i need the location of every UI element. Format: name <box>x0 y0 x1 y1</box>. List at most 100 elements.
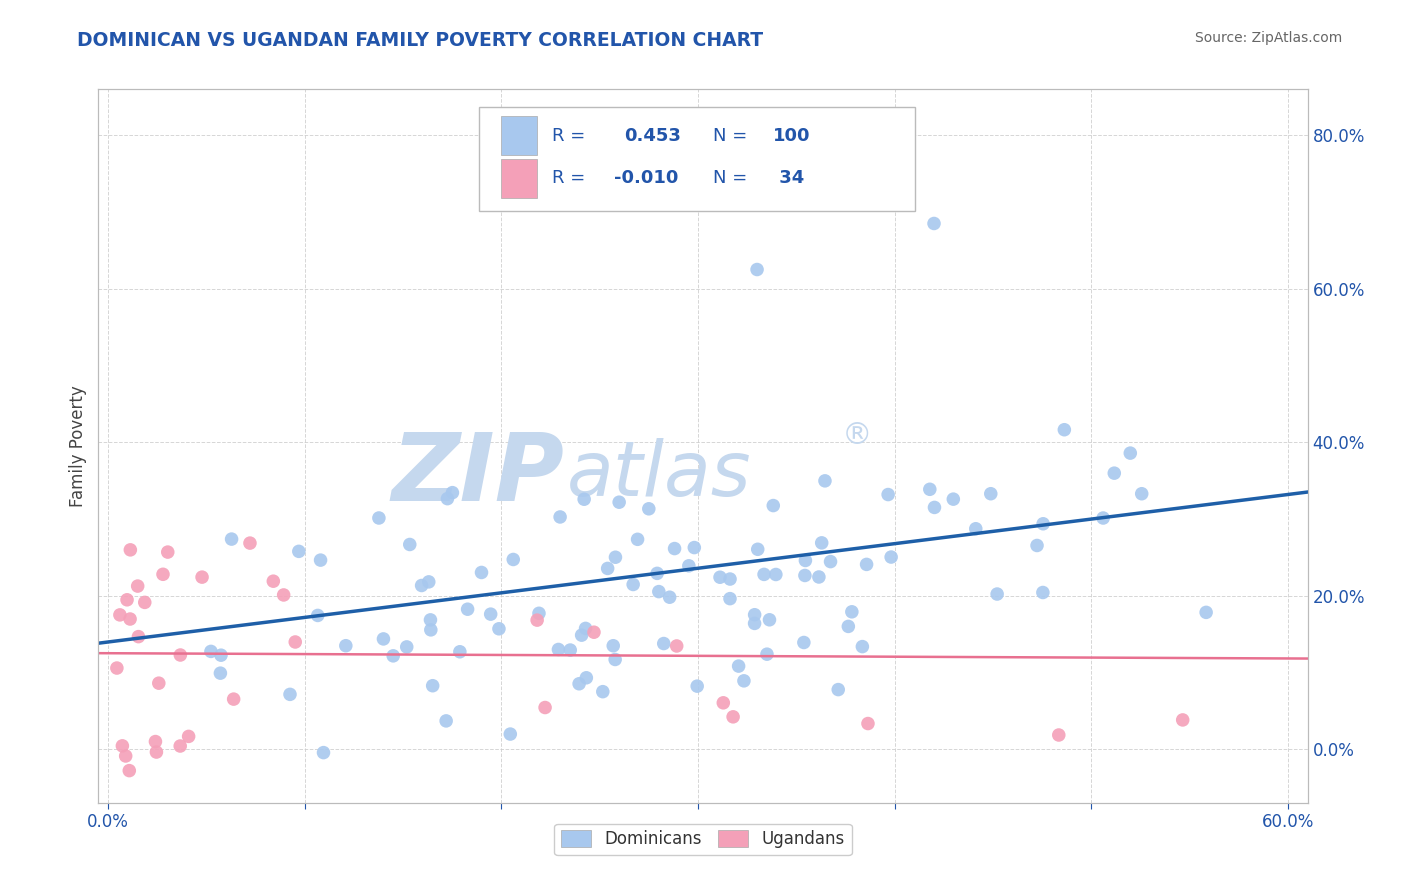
Point <box>418 574 440 589</box>
Point <box>177 730 200 744</box>
Point <box>665 639 688 653</box>
Point <box>686 679 709 693</box>
Point <box>127 579 149 593</box>
Point <box>841 605 863 619</box>
Point <box>652 636 675 650</box>
Point <box>105 661 128 675</box>
Point <box>367 511 389 525</box>
Text: R =: R = <box>551 169 591 187</box>
Text: 0.453: 0.453 <box>624 127 682 145</box>
Point <box>222 692 245 706</box>
Text: DOMINICAN VS UGANDAN FAMILY POVERTY CORRELATION CHART: DOMINICAN VS UGANDAN FAMILY POVERTY CORR… <box>77 31 763 50</box>
Point <box>664 541 686 556</box>
Point <box>534 700 557 714</box>
Point <box>118 764 141 778</box>
Point <box>120 612 142 626</box>
Point <box>827 682 849 697</box>
Point <box>733 673 755 688</box>
Point <box>605 550 627 565</box>
Point <box>307 608 329 623</box>
Point <box>152 567 174 582</box>
Point <box>856 716 879 731</box>
Point <box>419 623 441 637</box>
Point <box>924 500 946 515</box>
Point <box>449 645 471 659</box>
Point <box>1119 446 1142 460</box>
Point <box>120 542 142 557</box>
Point <box>134 595 156 609</box>
Point <box>814 474 837 488</box>
Text: R =: R = <box>551 127 591 145</box>
Point <box>721 710 744 724</box>
Point <box>918 483 941 497</box>
Point <box>1053 423 1076 437</box>
Point <box>284 635 307 649</box>
Point <box>1130 487 1153 501</box>
Point <box>942 492 965 507</box>
Point <box>373 632 395 646</box>
Point <box>312 746 335 760</box>
Point <box>709 570 731 584</box>
Point <box>645 566 668 581</box>
Text: ®: ® <box>842 421 873 450</box>
Point <box>436 491 458 506</box>
Point <box>855 558 877 572</box>
Point <box>1171 713 1194 727</box>
Point <box>145 745 167 759</box>
Point <box>457 602 479 616</box>
Point <box>273 588 295 602</box>
Point <box>658 591 681 605</box>
Point <box>560 643 582 657</box>
Point <box>526 613 548 627</box>
Point <box>239 536 262 550</box>
Point <box>574 621 596 635</box>
Point <box>382 648 405 663</box>
Point <box>499 727 522 741</box>
Point <box>986 587 1008 601</box>
Point <box>877 487 900 501</box>
Point <box>108 607 131 622</box>
Text: 34: 34 <box>773 169 804 187</box>
Point <box>678 558 700 573</box>
Point <box>419 613 441 627</box>
Point <box>794 553 817 567</box>
Point <box>765 567 787 582</box>
Point <box>621 577 644 591</box>
Point <box>488 622 510 636</box>
Point <box>111 739 134 753</box>
Point <box>411 578 433 592</box>
Point <box>479 607 502 622</box>
Point <box>575 671 598 685</box>
Point <box>965 522 987 536</box>
Text: -0.010: -0.010 <box>613 169 678 187</box>
Point <box>762 499 785 513</box>
Point <box>793 635 815 649</box>
Point <box>547 642 569 657</box>
Point <box>602 639 624 653</box>
Text: N =: N = <box>713 169 752 187</box>
Point <box>752 567 775 582</box>
Point <box>441 485 464 500</box>
Point <box>582 625 605 640</box>
Point <box>114 749 136 764</box>
Point <box>209 666 232 681</box>
Y-axis label: Family Poverty: Family Poverty <box>69 385 87 507</box>
Point <box>156 545 179 559</box>
Point <box>191 570 214 584</box>
Point <box>1032 585 1054 599</box>
Point <box>596 561 619 575</box>
Point <box>115 592 138 607</box>
Point <box>727 659 749 673</box>
Point <box>747 542 769 557</box>
Point <box>434 714 457 728</box>
FancyBboxPatch shape <box>479 107 915 211</box>
Point <box>200 644 222 658</box>
Point <box>1026 539 1049 553</box>
Text: Source: ZipAtlas.com: Source: ZipAtlas.com <box>1195 31 1343 45</box>
Point <box>127 630 149 644</box>
Point <box>572 492 595 507</box>
Point <box>221 532 243 546</box>
Point <box>980 487 1002 501</box>
Point <box>922 217 945 231</box>
Point <box>278 687 301 701</box>
